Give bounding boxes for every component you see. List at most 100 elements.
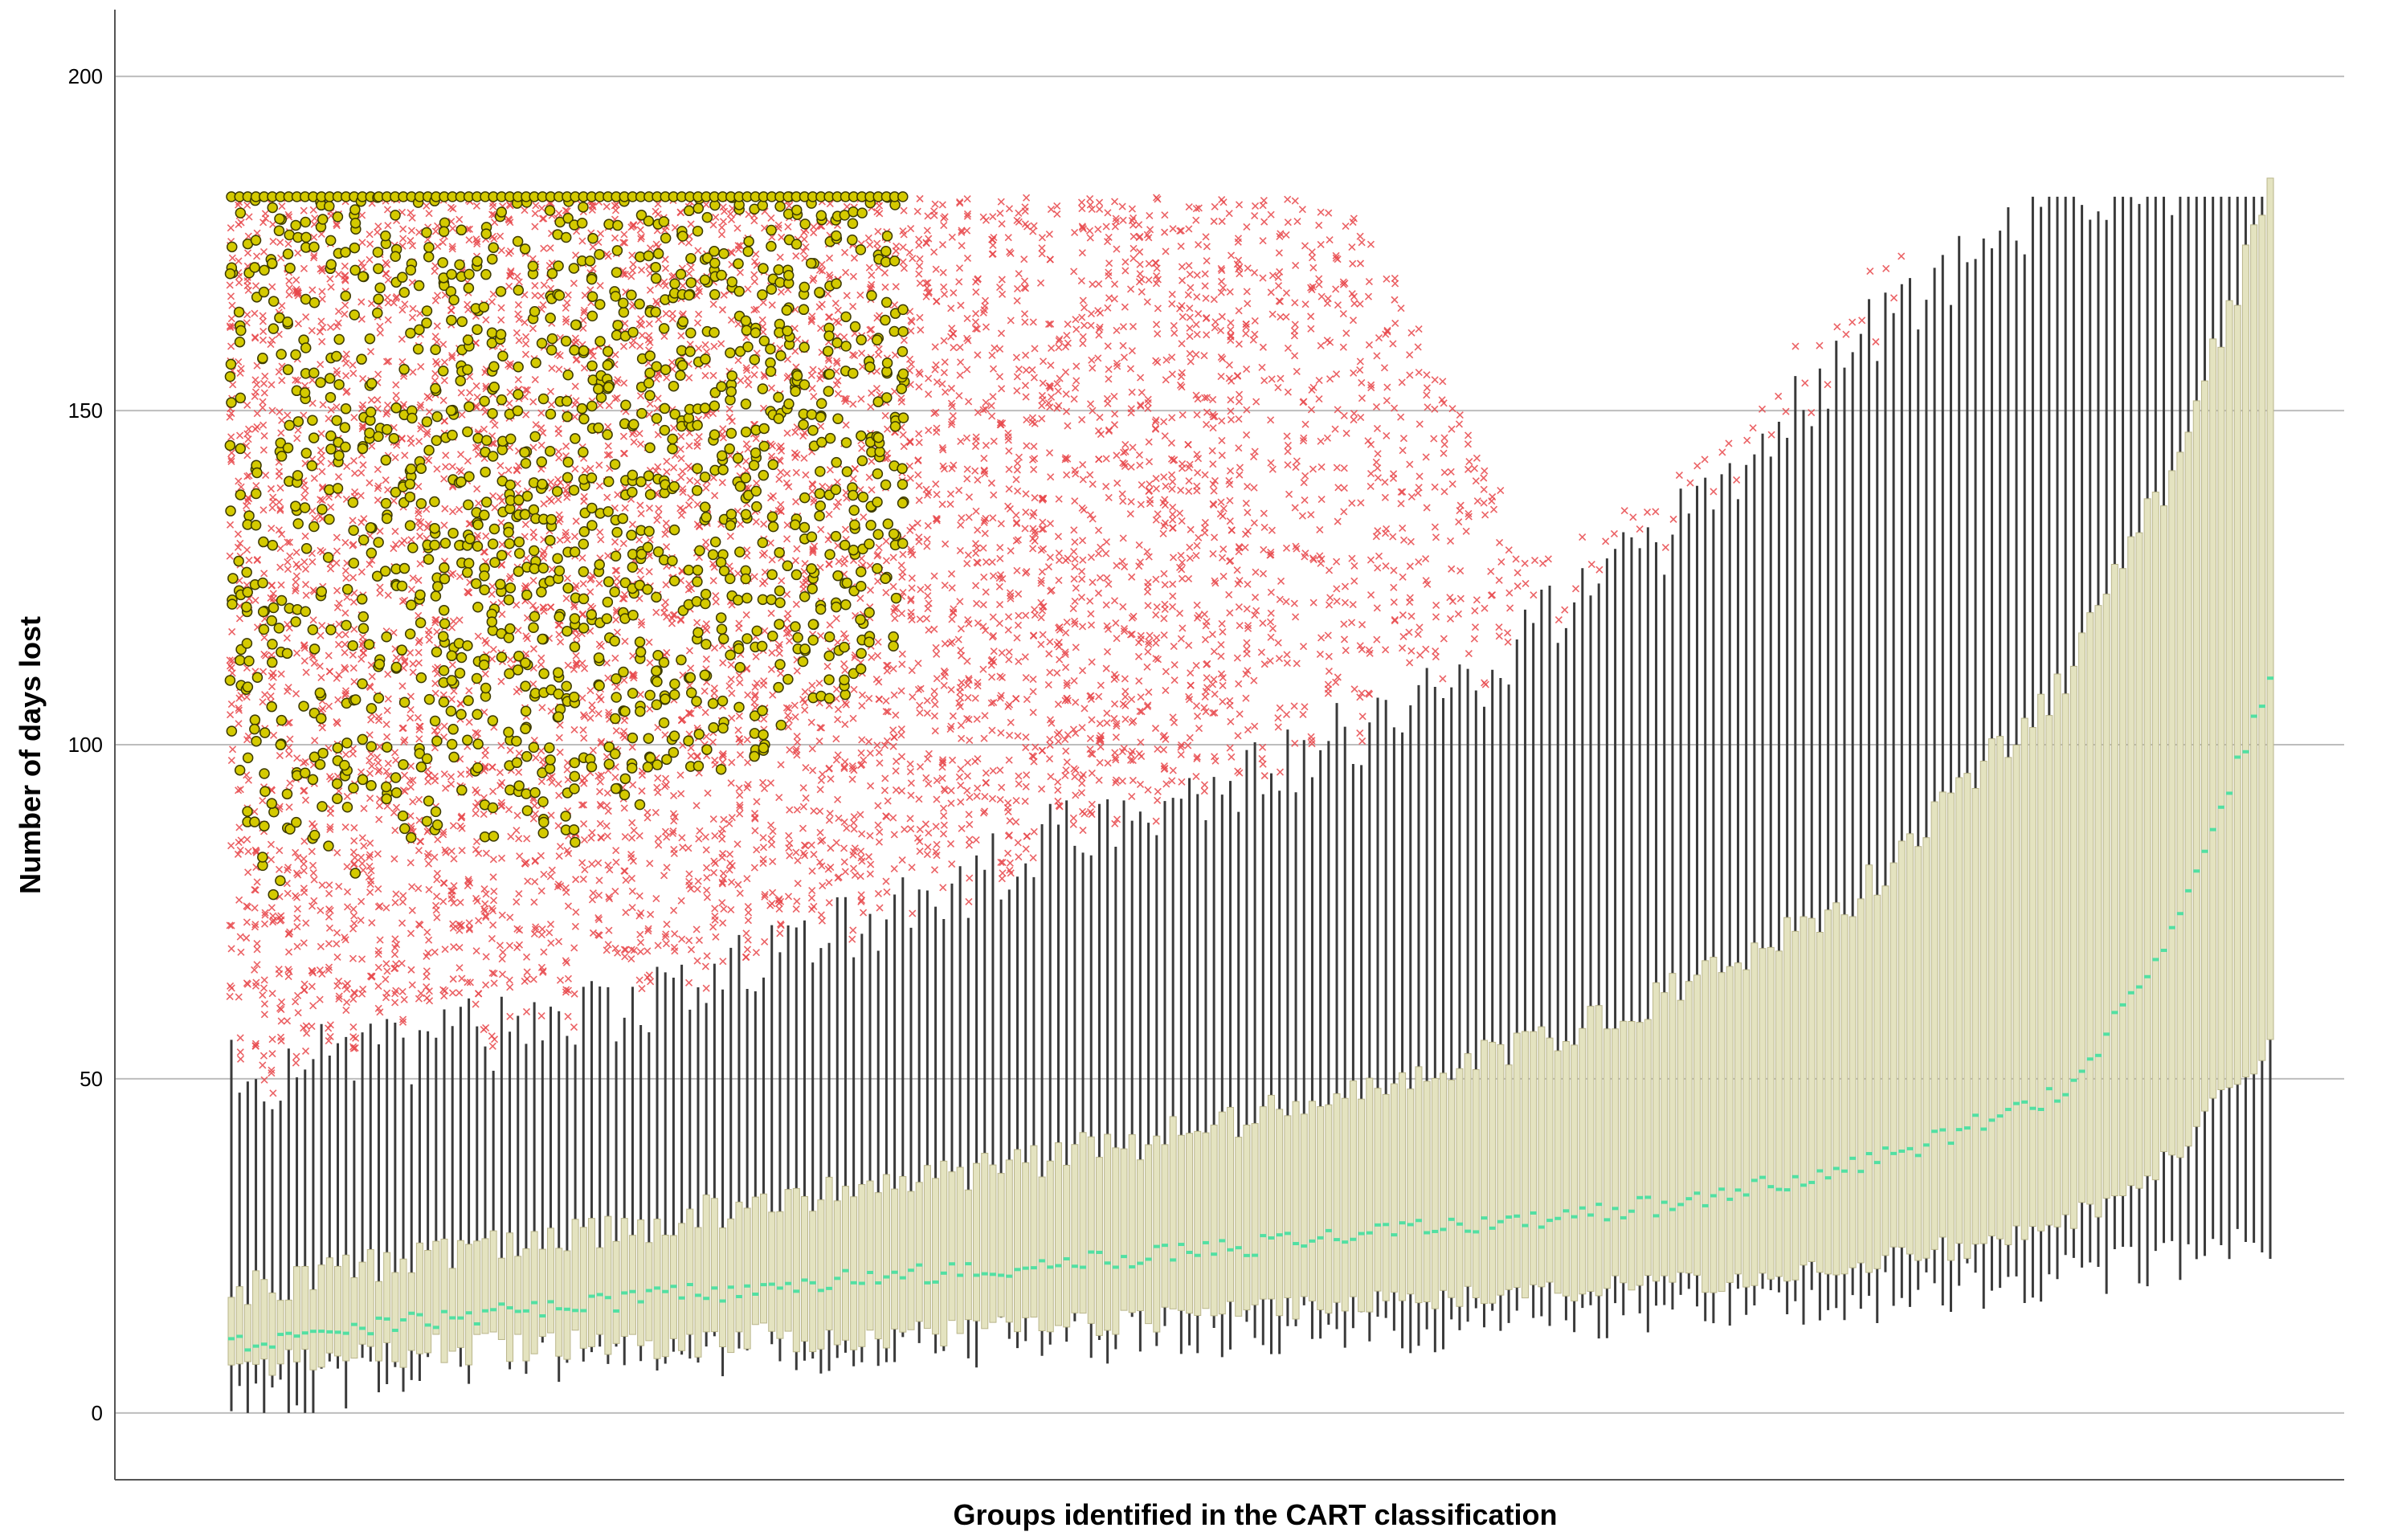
outlier-moderate xyxy=(333,674,341,682)
outlier-moderate xyxy=(1219,627,1227,636)
outlier-moderate xyxy=(1267,416,1275,424)
outlier-moderate xyxy=(1203,257,1211,265)
outlier-moderate xyxy=(923,709,931,717)
outlier-moderate xyxy=(294,320,302,328)
outlier-moderate xyxy=(963,465,971,473)
outlier-moderate xyxy=(1235,444,1243,452)
outlier-moderate xyxy=(376,589,384,597)
outlier-moderate xyxy=(995,582,1003,590)
outlier-moderate xyxy=(663,525,671,533)
outlier-moderate xyxy=(646,400,654,408)
outlier-moderate xyxy=(441,846,449,854)
outlier-moderate xyxy=(835,318,843,326)
outlier-moderate xyxy=(450,942,458,951)
outlier-moderate xyxy=(1227,251,1236,259)
outlier-moderate xyxy=(243,934,251,942)
outlier-moderate xyxy=(742,364,750,372)
outlier-moderate xyxy=(292,848,300,856)
outlier-moderate xyxy=(958,734,966,742)
outlier-moderate xyxy=(1048,393,1056,401)
outlier-moderate xyxy=(1007,547,1015,555)
outlier-moderate xyxy=(663,833,671,841)
outlier-moderate xyxy=(276,239,284,247)
outlier-moderate xyxy=(676,445,684,453)
outlier-moderate xyxy=(450,687,458,695)
outlier-moderate xyxy=(571,382,579,390)
outlier-moderate xyxy=(318,622,326,630)
outlier-moderate xyxy=(531,375,539,384)
outlier-moderate xyxy=(1251,722,1259,730)
outlier-moderate xyxy=(801,706,809,714)
outlier-moderate xyxy=(704,789,712,797)
outlier-moderate xyxy=(554,621,562,629)
outlier-moderate xyxy=(489,645,497,654)
outlier-moderate xyxy=(316,662,324,670)
outlier-moderate xyxy=(417,362,425,371)
outlier-moderate xyxy=(251,282,260,290)
outlier-moderate xyxy=(1284,344,1292,352)
outlier-moderate xyxy=(1276,768,1285,776)
outlier-moderate xyxy=(1236,622,1244,630)
outlier-moderate xyxy=(1152,516,1160,524)
outlier-moderate xyxy=(1005,465,1013,473)
outlier-moderate xyxy=(980,454,988,463)
outlier-moderate xyxy=(832,685,841,693)
outlier-moderate xyxy=(655,511,663,519)
outlier-moderate xyxy=(627,946,635,954)
outlier-moderate xyxy=(826,466,834,474)
outlier-moderate xyxy=(923,535,931,543)
outlier-moderate xyxy=(1072,325,1081,333)
outlier-moderate xyxy=(678,834,686,842)
outlier-moderate xyxy=(612,616,620,624)
outlier-moderate xyxy=(1097,681,1105,689)
outlier-moderate xyxy=(720,905,728,913)
outlier-moderate xyxy=(563,299,571,307)
outlier-moderate xyxy=(646,244,655,252)
outlier-moderate xyxy=(612,858,620,866)
outlier-moderate xyxy=(1096,720,1104,728)
outlier-moderate xyxy=(1081,304,1089,312)
outlier-moderate xyxy=(547,811,555,819)
outlier-moderate xyxy=(647,978,655,986)
outlier-moderate xyxy=(294,426,302,434)
outlier-moderate xyxy=(948,233,956,241)
outlier-moderate xyxy=(366,880,374,888)
outlier-moderate xyxy=(317,673,325,682)
outlier-moderate xyxy=(343,999,351,1007)
outlier-moderate xyxy=(995,373,1004,381)
outlier-moderate xyxy=(1217,277,1226,285)
outlier-moderate xyxy=(350,860,358,868)
outlier-moderate xyxy=(488,655,496,663)
outlier-moderate xyxy=(557,638,565,646)
outlier-moderate xyxy=(268,990,276,998)
outlier-moderate xyxy=(431,370,439,378)
outlier-moderate xyxy=(474,990,483,998)
outlier-moderate xyxy=(398,959,406,967)
outlier-moderate xyxy=(1301,242,1309,250)
outlier-moderate xyxy=(662,309,670,318)
outlier-moderate xyxy=(1203,243,1211,251)
outlier-moderate xyxy=(1030,827,1038,835)
outlier-moderate xyxy=(1218,436,1226,444)
outlier-moderate xyxy=(760,520,768,528)
outlier-moderate xyxy=(989,213,997,221)
outlier-moderate xyxy=(481,751,489,760)
outlier-moderate xyxy=(717,340,725,348)
outlier-moderate xyxy=(515,835,523,843)
outlier-moderate xyxy=(802,574,810,583)
outlier-moderate xyxy=(547,478,555,486)
outlier-moderate xyxy=(1235,201,1244,209)
outlier-moderate xyxy=(398,306,406,314)
outlier-moderate xyxy=(317,942,325,950)
outlier-moderate xyxy=(1054,737,1063,745)
outlier-moderate xyxy=(889,582,897,590)
outlier-moderate xyxy=(253,381,261,389)
outlier-moderate xyxy=(702,655,710,664)
outlier-moderate xyxy=(644,336,652,344)
outlier-moderate xyxy=(374,465,382,473)
outlier-moderate xyxy=(988,412,996,420)
outlier-moderate xyxy=(628,267,637,275)
outlier-moderate xyxy=(570,665,578,673)
outlier-moderate xyxy=(1046,638,1054,646)
outlier-moderate xyxy=(556,515,564,523)
